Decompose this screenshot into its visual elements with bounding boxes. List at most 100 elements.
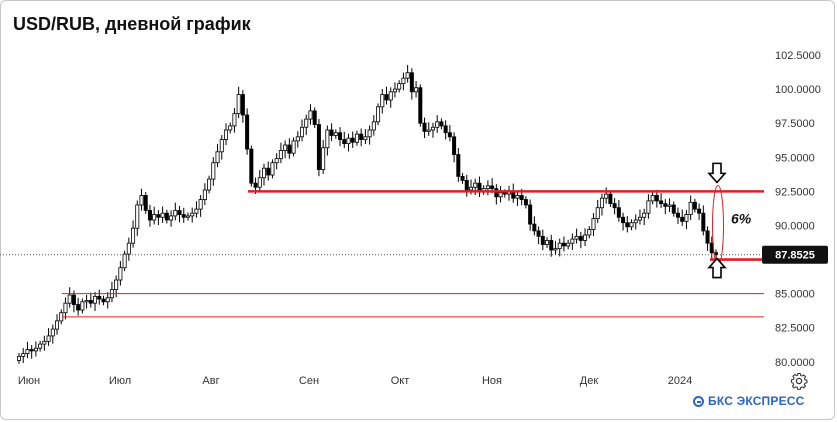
candle-body bbox=[684, 214, 689, 222]
candle-body bbox=[185, 215, 190, 218]
percent-annotation: 6% bbox=[731, 210, 752, 226]
candle-body bbox=[131, 227, 136, 244]
candle-body bbox=[291, 140, 296, 154]
candle-body bbox=[295, 136, 300, 142]
x-tick-label: Июл bbox=[109, 375, 131, 387]
candle-body bbox=[447, 132, 452, 138]
candle-body bbox=[211, 162, 216, 180]
candle-body bbox=[126, 242, 131, 255]
candle-body bbox=[595, 207, 600, 220]
candle-body bbox=[671, 204, 676, 214]
candle-body bbox=[80, 301, 85, 311]
candle-body bbox=[473, 182, 478, 188]
y-tick-label: 85.0000 bbox=[775, 289, 815, 301]
candle-body bbox=[101, 298, 106, 303]
candle-body bbox=[316, 124, 321, 170]
candle-body bbox=[498, 192, 503, 198]
candle-body bbox=[202, 189, 207, 200]
candle-body bbox=[338, 132, 343, 140]
candle-body bbox=[249, 148, 254, 184]
candle-body bbox=[667, 204, 672, 207]
x-tick-label: 2024 bbox=[668, 375, 692, 387]
candle-body bbox=[25, 349, 30, 355]
candle-body bbox=[642, 212, 647, 218]
candle-body bbox=[443, 125, 448, 134]
x-tick-label: Дек bbox=[580, 375, 599, 387]
candle-body bbox=[604, 193, 609, 199]
candle-body bbox=[460, 175, 465, 181]
candle-body bbox=[194, 208, 199, 214]
candle-body bbox=[164, 212, 169, 221]
candle-body bbox=[456, 154, 461, 177]
candle-body bbox=[84, 300, 89, 303]
candle-body bbox=[616, 207, 621, 218]
candle-body bbox=[245, 114, 250, 150]
candle-body bbox=[485, 185, 490, 190]
gear-icon[interactable] bbox=[790, 372, 808, 390]
candle-body bbox=[502, 192, 507, 195]
y-tick-label: 100.0000 bbox=[775, 84, 821, 96]
candle-body bbox=[494, 188, 499, 198]
candle-body bbox=[93, 295, 98, 304]
bks-logo-icon bbox=[693, 395, 704, 407]
candle-body bbox=[308, 110, 313, 120]
candle-body bbox=[680, 216, 685, 222]
candle-body bbox=[38, 343, 43, 349]
candle-body bbox=[262, 167, 267, 179]
candle-body bbox=[122, 253, 127, 269]
x-tick-label: Ноя bbox=[482, 375, 502, 387]
candle-body bbox=[118, 267, 123, 281]
candle-body bbox=[88, 300, 93, 304]
candle-body bbox=[198, 199, 203, 210]
candle-body bbox=[418, 87, 423, 124]
candle-body bbox=[304, 118, 309, 128]
candle-body bbox=[705, 230, 710, 244]
candle-body bbox=[274, 158, 279, 164]
candle-body bbox=[50, 328, 55, 337]
candle-body bbox=[430, 126, 435, 131]
candle-body bbox=[553, 248, 558, 251]
candle-body bbox=[156, 214, 161, 218]
candle-body bbox=[422, 122, 427, 132]
candle-body bbox=[71, 294, 76, 305]
candle-body bbox=[55, 320, 60, 330]
candle-body bbox=[536, 230, 541, 237]
candle-body bbox=[312, 110, 317, 125]
candle-body bbox=[228, 125, 233, 131]
candle-body bbox=[257, 177, 262, 188]
candle-body bbox=[570, 238, 575, 244]
candle-body bbox=[287, 144, 292, 154]
candle-body bbox=[384, 94, 389, 101]
candle-body bbox=[240, 94, 245, 116]
candle-body bbox=[152, 214, 157, 221]
y-tick-label: 97.5000 bbox=[775, 118, 815, 130]
candle-body bbox=[42, 340, 47, 345]
candle-body bbox=[33, 347, 38, 352]
candle-body bbox=[528, 204, 533, 225]
candle-body bbox=[236, 94, 241, 115]
candle-body bbox=[173, 210, 178, 217]
candle-body bbox=[278, 150, 283, 160]
candle-body bbox=[654, 195, 659, 202]
candle-body bbox=[346, 137, 351, 145]
candle-body bbox=[219, 139, 224, 153]
candle-body bbox=[464, 180, 469, 191]
candle-body bbox=[545, 240, 550, 245]
candle-body bbox=[333, 132, 338, 136]
candle-body bbox=[557, 242, 562, 250]
candle-body bbox=[608, 193, 613, 205]
candle-body bbox=[650, 195, 655, 202]
candle-body bbox=[633, 219, 638, 224]
candle-body bbox=[625, 222, 630, 228]
candle-body bbox=[147, 210, 152, 221]
candle-body bbox=[363, 136, 368, 140]
candle-body bbox=[435, 121, 440, 128]
candle-body bbox=[143, 195, 148, 211]
candle-body bbox=[283, 144, 288, 151]
candle-body bbox=[371, 121, 376, 131]
candle-body bbox=[139, 195, 144, 206]
arrow-down-icon bbox=[707, 162, 727, 184]
y-tick-label: 92.5000 bbox=[775, 186, 815, 198]
